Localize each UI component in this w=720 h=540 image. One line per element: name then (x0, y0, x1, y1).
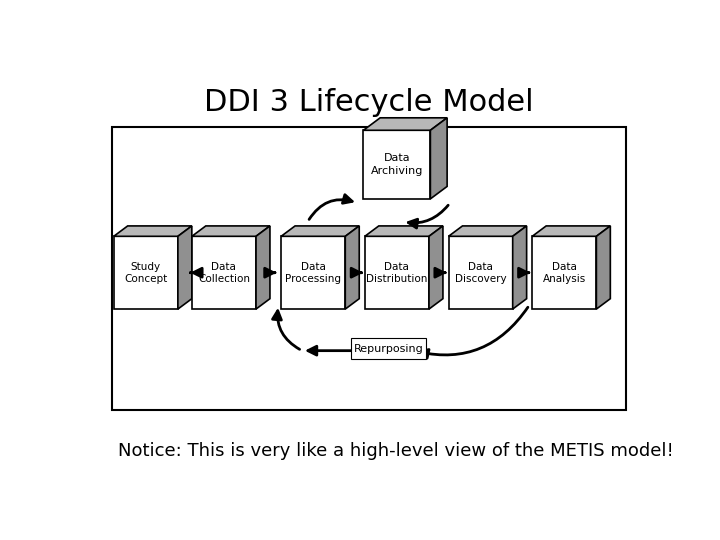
Bar (449, 237, 513, 309)
Text: Data
Archiving: Data Archiving (371, 153, 423, 176)
Text: Data
Analysis: Data Analysis (543, 261, 586, 284)
Polygon shape (346, 226, 359, 309)
Polygon shape (281, 226, 359, 237)
Polygon shape (365, 226, 443, 237)
Text: Data
Distribution: Data Distribution (366, 261, 428, 284)
Polygon shape (364, 118, 447, 130)
Polygon shape (114, 226, 192, 237)
Bar (281, 237, 346, 309)
Polygon shape (596, 226, 611, 309)
Bar (364, 130, 431, 199)
Polygon shape (431, 118, 447, 199)
Polygon shape (513, 226, 526, 309)
Bar (114, 237, 178, 309)
Text: Data
Collection: Data Collection (198, 261, 250, 284)
Polygon shape (192, 226, 270, 237)
Text: DDI 3 Lifecycle Model: DDI 3 Lifecycle Model (204, 87, 534, 117)
Polygon shape (449, 226, 526, 237)
Bar (532, 237, 596, 309)
FancyBboxPatch shape (351, 338, 426, 359)
Text: Data
Processing: Data Processing (285, 261, 341, 284)
Polygon shape (178, 226, 192, 309)
Polygon shape (532, 226, 611, 237)
Bar (112, 127, 626, 410)
Text: Study
Concept: Study Concept (124, 261, 168, 284)
Bar (365, 237, 429, 309)
Text: Notice: This is very like a high-level view of the METIS model!: Notice: This is very like a high-level v… (118, 442, 674, 461)
Polygon shape (429, 226, 443, 309)
Text: Repurposing: Repurposing (354, 343, 423, 354)
Bar (192, 237, 256, 309)
Polygon shape (256, 226, 270, 309)
Text: Data
Discovery: Data Discovery (455, 261, 506, 284)
